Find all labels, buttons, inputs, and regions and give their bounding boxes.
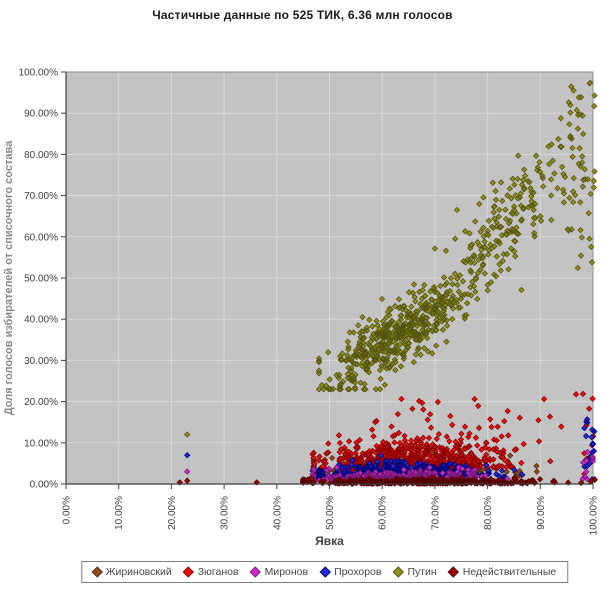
legend-item-putin: Путин (392, 566, 437, 578)
y-tick-label: 80.00% (24, 150, 58, 161)
x-tick-label: 30.00% (220, 496, 231, 530)
y-tick-label: 30.00% (24, 356, 58, 367)
diamond-marker-icon (91, 566, 103, 578)
x-tick-label: 10.00% (114, 496, 125, 530)
y-tick-label: 50.00% (24, 274, 58, 285)
x-tick-label: 80.00% (483, 496, 494, 530)
x-tick-label: 60.00% (378, 496, 389, 530)
legend-label-zhirinovsky: Жириновский (105, 566, 172, 578)
x-tick-label: 70.00% (430, 496, 441, 530)
legend-item-zhirinovsky: Жириновский (91, 566, 172, 578)
x-tick-label: 50.00% (325, 496, 336, 530)
x-tick-label: 90.00% (536, 496, 547, 530)
y-tick-label: 70.00% (24, 191, 58, 202)
x-axis-title: Явка (315, 534, 344, 548)
y-tick-label: 60.00% (24, 232, 58, 243)
legend-label-zyuganov: Зюганов (197, 566, 239, 578)
x-tick-label: 40.00% (272, 496, 283, 530)
legend-item-prokhorov: Прохоров (319, 566, 382, 578)
legend-label-invalid: Недействительные (462, 566, 557, 578)
legend-box: Жириновский Зюганов Миронов Прохоров Путин Не… (80, 561, 569, 583)
chart-title: Частичные данные по 525 ТИК, 6.36 млн го… (152, 8, 453, 22)
legend-item-mironov: Миронов (249, 566, 309, 578)
y-tick-label: 100.00% (19, 68, 59, 79)
y-tick-label: 0.00% (30, 480, 58, 491)
legend-item-zyuganov: Зюганов (183, 566, 239, 578)
y-tick-label: 90.00% (24, 109, 58, 120)
y-tick-label: 40.00% (24, 315, 58, 326)
scatter-plot: 0.00% 10.00% 20.00% 30.00% 40.00% 50.00% 60.00… (19, 68, 600, 536)
diamond-marker-icon (183, 566, 195, 578)
series-points-putin (184, 79, 598, 438)
diamond-marker-icon (249, 566, 262, 578)
y-tick-label: 20.00% (24, 397, 58, 408)
x-tick-label: 0.00% (62, 496, 73, 524)
diamond-marker-icon (319, 566, 331, 578)
legend-label-mironov: Миронов (264, 566, 309, 578)
y-tick-label: 10.00% (24, 438, 58, 449)
legend-item-invalid: Недействительные (448, 566, 557, 578)
diamond-marker-icon (392, 566, 405, 578)
legend-label-prokhorov: Прохоров (334, 566, 382, 578)
legend-label-putin: Путин (407, 566, 437, 578)
diamond-marker-icon (448, 566, 460, 578)
x-tick-label: 20.00% (167, 496, 178, 530)
x-tick-label: 100.00% (589, 496, 600, 536)
